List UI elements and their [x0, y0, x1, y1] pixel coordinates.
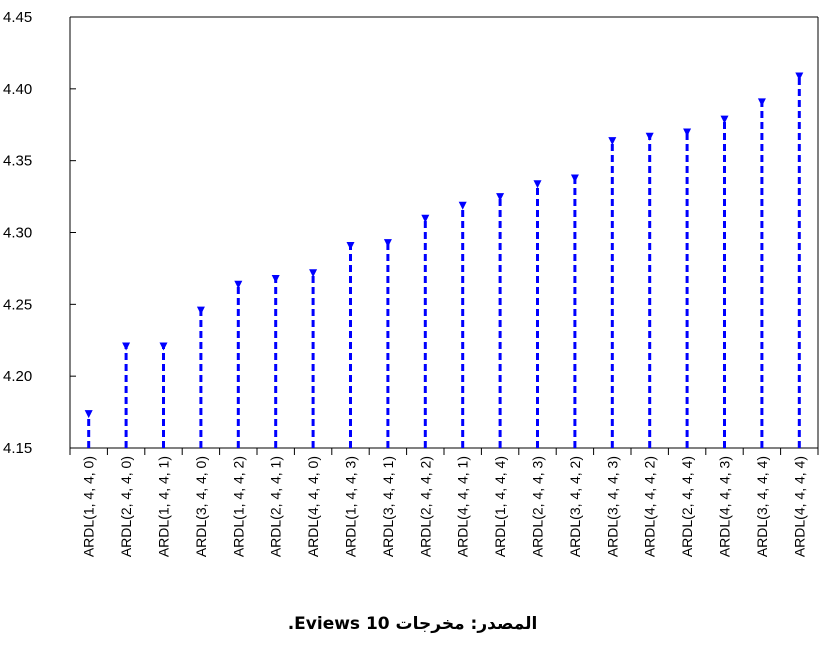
x-tick-label: ARDL(2, 4, 4, 1) [268, 456, 284, 557]
x-tick-label: ARDL(1, 4, 4, 0) [81, 456, 97, 557]
x-tick-label: ARDL(3, 4, 4, 4) [754, 456, 770, 557]
marker [720, 115, 729, 124]
marker [271, 275, 280, 284]
x-tick-label: ARDL(3, 4, 4, 3) [604, 456, 620, 557]
x-tick-label: ARDL(1, 4, 4, 1) [156, 456, 172, 557]
x-tick-label: ARDL(4, 4, 4, 3) [717, 456, 733, 557]
y-tick-label: 4.30 [3, 225, 32, 242]
marker [645, 132, 654, 141]
y-tick-label: 4.40 [3, 81, 32, 98]
marker [496, 193, 505, 202]
x-tick-label: ARDL(1, 4, 4, 4) [492, 456, 508, 557]
marker [309, 269, 318, 278]
x-tick-label: ARDL(3, 4, 4, 1) [380, 456, 396, 557]
marker [346, 241, 355, 250]
y-tick-label: 4.35 [3, 153, 32, 170]
marker [458, 201, 467, 210]
x-tick-label: ARDL(4, 4, 4, 0) [305, 456, 321, 557]
y-tick-label: 4.20 [3, 368, 32, 385]
marker [608, 137, 617, 146]
y-axis: 4.15 4.20 4.25 4.30 4.35 4.40 4.45 [3, 9, 76, 457]
x-tick-label: ARDL(4, 4, 4, 2) [642, 456, 658, 557]
marker [159, 342, 168, 351]
marker [795, 72, 804, 81]
x-tick-label: ARDL(2, 4, 4, 3) [530, 456, 546, 557]
x-tick-label: ARDL(1, 4, 4, 2) [230, 456, 246, 557]
x-tick-label: ARDL(4, 4, 4, 4) [791, 456, 807, 557]
marker [570, 174, 579, 183]
series [84, 72, 804, 448]
x-tick-label: ARDL(2, 4, 4, 0) [118, 456, 134, 557]
plot-frame [69, 16, 819, 449]
x-tick-label: ARDL(3, 4, 4, 2) [567, 456, 583, 557]
marker [757, 98, 766, 107]
marker [533, 180, 542, 189]
y-tick-label: 4.45 [3, 9, 32, 26]
x-tick-label: ARDL(3, 4, 4, 0) [193, 456, 209, 557]
x-tick-label: ARDL(2, 4, 4, 2) [417, 456, 433, 557]
marker [122, 342, 131, 351]
x-tick-label: ARDL(2, 4, 4, 4) [679, 456, 695, 557]
marker [234, 280, 243, 289]
marker [196, 306, 205, 315]
marker [683, 128, 692, 137]
y-tick-label: 4.25 [3, 296, 32, 313]
chart: 4.15 4.20 4.25 4.30 4.35 4.40 4.45 ARDL(1, 4, … [3, 9, 819, 557]
marker [421, 214, 430, 223]
x-tick-label: ARDL(4, 4, 4, 1) [455, 456, 471, 557]
x-axis: ARDL(1, 4, 4, 0) ARDL(2, 4, 4, 0) ARDL(1, … [69, 448, 819, 557]
x-tick-label: ARDL(1, 4, 4, 3) [343, 456, 359, 557]
source-note: المصدر: مخرجات Eviews 10. [287, 614, 538, 634]
y-tick-label: 4.15 [3, 440, 32, 457]
marker [383, 239, 392, 248]
marker [84, 410, 93, 419]
